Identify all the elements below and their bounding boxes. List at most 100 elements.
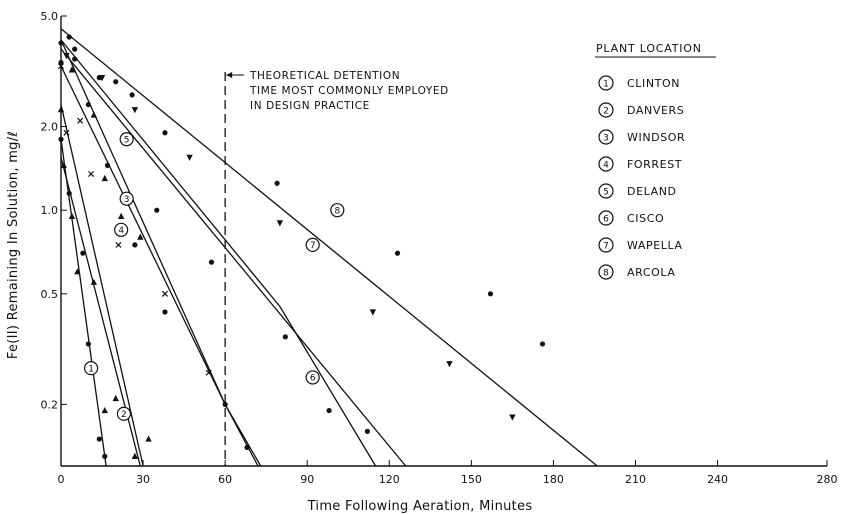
- data-point-forrest: [145, 435, 152, 442]
- series-label-arcola: 8: [330, 203, 345, 218]
- x-tick-label: 60: [218, 473, 232, 486]
- data-point-deland: [205, 369, 212, 376]
- data-point-cisco: [154, 207, 160, 213]
- svg-text:8: 8: [334, 206, 340, 216]
- data-point-wapella: [446, 361, 453, 368]
- series-label-clinton: 1: [83, 361, 99, 376]
- series-label-forrest: 4: [114, 222, 129, 237]
- data-point-forrest: [117, 212, 125, 219]
- legend-item-deland: 5 DELAND: [598, 183, 676, 199]
- data-point-cisco: [326, 407, 332, 414]
- legend-number: 7: [603, 242, 609, 252]
- legend-label: WINDSOR: [627, 131, 685, 144]
- legend-item-danvers: 2 DANVERS: [598, 102, 684, 118]
- data-point-windsor: [244, 444, 250, 451]
- legend-item-forrest: 4 FORREST: [598, 156, 682, 172]
- svg-text:3: 3: [124, 195, 130, 205]
- data-point-cisco: [282, 334, 288, 340]
- legend-badge: [598, 156, 614, 172]
- series-label-danvers: 2: [116, 406, 132, 421]
- legend-number: 4: [603, 161, 609, 171]
- data-point-deland: [77, 117, 84, 124]
- legend-label: ARCOLA: [627, 266, 675, 279]
- series-label-deland: 5: [119, 132, 134, 147]
- legend-items: 1 CLINTON 2 DANVERS 3 WINDSOR 4 FORREST 5 DELAND 6…: [598, 75, 685, 280]
- legend-badge: [598, 237, 614, 253]
- data-point-arcola: [162, 130, 168, 136]
- series-label-wapella: 7: [305, 237, 320, 252]
- data-point-deland: [63, 129, 70, 136]
- x-tick-label: 210: [625, 473, 646, 486]
- data-point-windsor: [222, 401, 228, 407]
- legend-badge: [598, 183, 614, 199]
- x-tick-label: 90: [300, 473, 314, 486]
- x-tick-label: 120: [379, 473, 400, 486]
- tick-marks: [60, 15, 828, 466]
- legend-label: WAPELLA: [627, 239, 683, 252]
- data-point-danvers: [68, 212, 76, 219]
- data-point-deland: [88, 170, 95, 177]
- data-point-arcola: [129, 92, 135, 98]
- x-tick-label: 280: [817, 473, 838, 486]
- y-tick-label: 1.0: [41, 204, 59, 217]
- data-point-danvers: [60, 161, 67, 168]
- annotation-line-1: THEORETICAL DETENTION: [249, 70, 400, 82]
- data-point-danvers: [112, 394, 119, 402]
- legend-number: 3: [603, 134, 609, 144]
- data-point-cisco: [364, 428, 370, 434]
- x-tick-label: 30: [136, 473, 150, 486]
- data-point-danvers: [131, 452, 139, 459]
- legend-title: PLANT LOCATION: [596, 42, 702, 55]
- data-point-wapella: [131, 107, 139, 114]
- legend-badge: [598, 264, 614, 280]
- data-point-clinton: [102, 453, 108, 459]
- data-point-forrest: [68, 66, 76, 73]
- data-point-windsor: [132, 242, 138, 248]
- y-tick-label: 0.2: [41, 398, 59, 411]
- svg-text:1: 1: [88, 364, 94, 374]
- x-tick-label: 150: [461, 473, 482, 486]
- data-point-danvers: [101, 406, 108, 414]
- data-point-windsor: [104, 162, 111, 168]
- axes: [60, 16, 827, 467]
- data-point-cisco: [72, 46, 78, 52]
- legend-number: 5: [603, 188, 609, 198]
- detention-time-marker: [224, 72, 244, 466]
- annotation: THEORETICAL DETENTION TIME MOST COMMONLY…: [249, 70, 448, 112]
- legend-badge: [598, 102, 614, 118]
- annotation-line-3: IN DESIGN PRACTICE: [250, 100, 370, 112]
- data-point-cisco: [58, 59, 64, 66]
- data-point-arcola: [394, 250, 401, 256]
- fit-line-cisco: [60, 39, 377, 467]
- fit-line-deland: [60, 65, 262, 467]
- data-point-windsor: [58, 40, 64, 46]
- x-tick-label: 0: [58, 473, 65, 486]
- svg-text:7: 7: [310, 241, 316, 251]
- svg-text:6: 6: [310, 374, 316, 384]
- legend-badge: [598, 75, 614, 91]
- data-point-arcola: [96, 75, 102, 81]
- fit-line-wapella: [60, 48, 407, 467]
- data-point-arcola: [487, 291, 494, 297]
- data-point-arcola: [66, 34, 72, 40]
- y-tick-label: 2.0: [41, 121, 59, 134]
- legend: PLANT LOCATION 1 CLINTON 2 DANVERS 3 WINDSOR 4…: [595, 42, 716, 280]
- legend-badge: [598, 210, 614, 226]
- data-point-forrest: [137, 233, 144, 240]
- y-axis-label: Fe(II) Remaining In Solution, mg/ℓ: [6, 131, 21, 359]
- data-point-wapella: [369, 309, 377, 316]
- legend-label: CLINTON: [627, 77, 680, 90]
- y-tick-label: 0.5: [41, 288, 59, 301]
- svg-text:4: 4: [118, 226, 124, 236]
- legend-item-cisco: 6 CISCO: [598, 210, 664, 226]
- legend-label: CISCO: [627, 212, 664, 225]
- series-labels: 1 2 3 4 5 6 7 8: [83, 132, 345, 421]
- data-point-danvers: [74, 268, 81, 275]
- data-point-clinton: [80, 250, 86, 256]
- data-point-deland: [161, 290, 168, 297]
- x-axis-label: Time Following Aeration, Minutes: [307, 499, 533, 514]
- series-label-cisco: 6: [305, 370, 320, 385]
- fit-line-clinton: [60, 139, 107, 467]
- data-point-windsor: [162, 309, 168, 315]
- data-point-forrest: [57, 106, 65, 113]
